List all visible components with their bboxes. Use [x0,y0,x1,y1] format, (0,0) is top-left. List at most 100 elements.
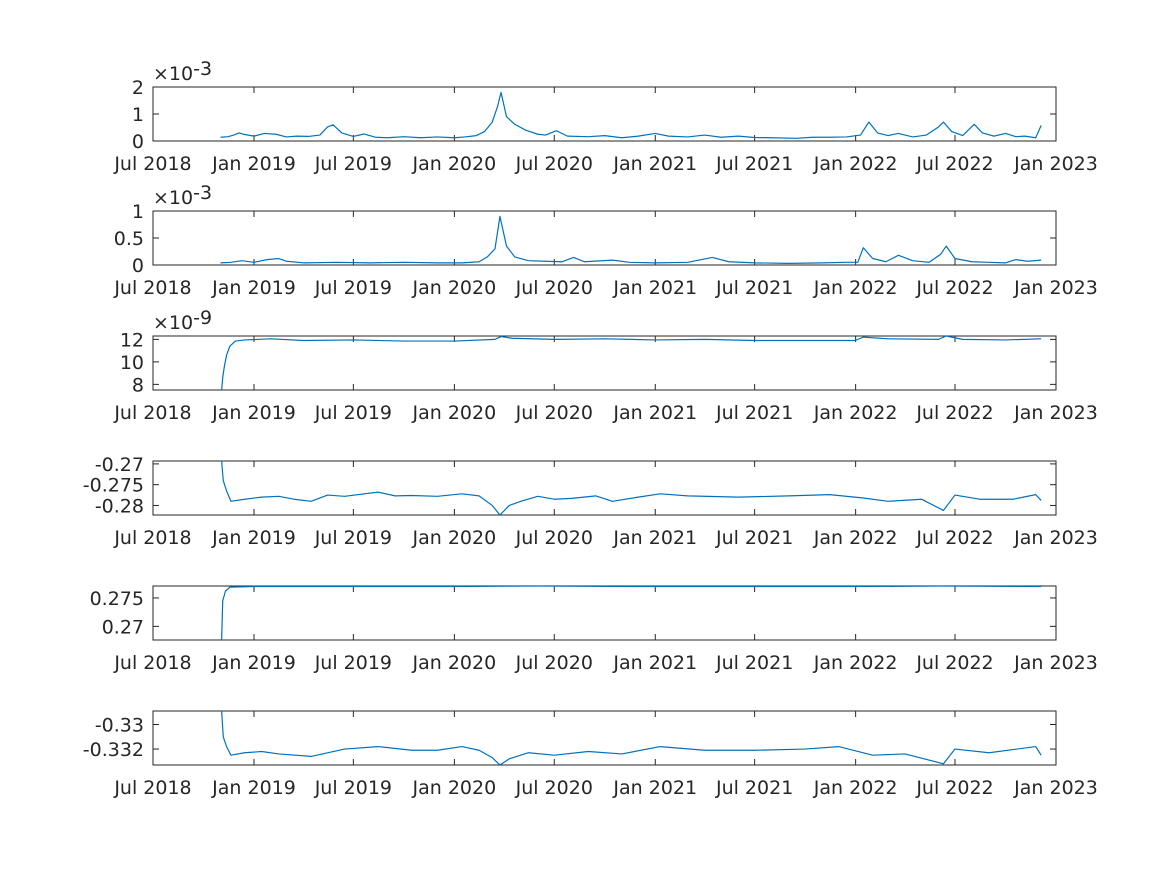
x-tick-label: Jan 2020 [412,402,497,424]
y-tick-label: 1 [132,104,144,126]
x-tick-label: Jul 2021 [715,277,793,299]
x-tick-label: Jan 2023 [1013,652,1098,674]
x-tick-label: Jan 2023 [1013,527,1098,549]
x-tick-label: Jan 2023 [1013,277,1098,299]
x-tick-label: Jul 2020 [515,777,593,799]
y-tick-label: 2 [132,77,144,99]
axes-box [152,710,1057,766]
x-tick-label: Jul 2020 [515,527,593,549]
x-tick-label: Jul 2021 [715,402,793,424]
subplot-1: Jul 2018 Jan 2019 Jul 2019 Jan 2020 Jul 2020… [113,58,1098,175]
x-tick-label: Jan 2021 [612,652,697,674]
x-tick-label: Jul 2019 [314,153,392,175]
y-tick-label: -0.28 [95,495,144,517]
y-exponent-label: ×10-9 [153,307,212,334]
subplot-2: Jul 2018 Jan 2019 Jul 2019 Jan 2020 Jul 2020… [113,182,1098,299]
x-tick-label: Jul 2022 [915,153,993,175]
y-tick-label: 0.27 [102,616,144,638]
x-tick-label: Jul 2018 [113,153,191,175]
x-tick-label: Jan 2020 [412,652,497,674]
series-line [220,91,1042,139]
axes-box [152,210,1057,266]
x-tick-label: Jan 2023 [1013,153,1098,175]
series-line [221,336,1042,390]
x-tick-label: Jan 2019 [211,652,296,674]
x-tick-label: Jul 2019 [314,652,392,674]
y-tick-label: -0.27 [95,454,144,476]
x-tick-label: Jan 2023 [1013,402,1098,424]
x-tick-label: Jul 2020 [515,652,593,674]
subplot-4: Jul 2018 Jan 2019 Jul 2019 Jan 2020 Jul 2020… [83,454,1098,549]
x-tick-label: Jan 2021 [612,777,697,799]
y-tick-label: -0.332 [83,739,144,761]
x-tick-label: Jul 2019 [314,527,392,549]
subplot-stack: Jul 2018 Jan 2019 Jul 2019 Jan 2020 Jul 2020… [83,58,1098,799]
x-tick-label: Jan 2019 [211,277,296,299]
axes-box [152,460,1057,516]
x-tick-label: Jan 2023 [1013,777,1098,799]
x-tick-label: Jul 2021 [715,777,793,799]
subplot-6: Jul 2018 Jan 2019 Jul 2019 Jan 2020 Jul 2020… [83,710,1098,799]
y-tick-label: 10 [120,352,144,374]
x-tick-label: Jan 2022 [813,527,898,549]
x-tick-label: Jul 2020 [515,402,593,424]
y-tick-label: 12 [120,329,144,351]
y-tick-label: 0.5 [114,228,144,250]
x-tick-label: Jan 2022 [813,777,898,799]
x-tick-label: Jan 2022 [813,402,898,424]
series-line [221,461,1042,515]
y-exponent-power: -3 [193,58,212,80]
x-tick-label: Jul 2019 [314,777,392,799]
x-tick-label: Jan 2019 [211,402,296,424]
series-line [221,586,1042,640]
x-tick-label: Jul 2019 [314,402,392,424]
x-tick-label: Jul 2020 [515,277,593,299]
x-tick-label: Jan 2021 [612,527,697,549]
x-tick-label: Jan 2022 [813,652,898,674]
x-tick-label: Jul 2018 [113,277,191,299]
x-tick-label: Jul 2019 [314,277,392,299]
x-tick-label: Jul 2018 [113,402,191,424]
axes-box [152,335,1057,391]
subplot-5: Jul 2018 Jan 2019 Jul 2019 Jan 2020 Jul 2020… [90,585,1098,674]
subplot-3: Jul 2018 Jan 2019 Jul 2019 Jan 2020 Jul 2020… [113,307,1098,424]
x-tick-label: Jul 2021 [715,527,793,549]
x-tick-label: Jan 2021 [612,402,697,424]
x-tick-label: Jan 2022 [813,153,898,175]
y-exponent-power: -9 [193,307,212,329]
x-tick-label: Jan 2019 [211,777,296,799]
x-tick-label: Jan 2022 [813,277,898,299]
x-tick-label: Jan 2019 [211,527,296,549]
axes-box [152,585,1057,641]
axes-box [152,86,1057,142]
series-line [221,711,1042,765]
y-tick-label: -0.33 [95,715,144,737]
y-exponent-power: -3 [193,182,212,204]
y-tick-label: 0 [132,131,144,153]
x-tick-label: Jul 2022 [915,402,993,424]
y-tick-label: 8 [132,374,144,396]
y-tick-label: 0 [132,255,144,277]
x-tick-label: Jul 2018 [113,527,191,549]
x-tick-label: Jan 2020 [412,277,497,299]
x-tick-label: Jul 2021 [715,153,793,175]
x-tick-label: Jan 2020 [412,777,497,799]
y-tick-label: 1 [132,201,144,223]
x-tick-label: Jul 2018 [113,652,191,674]
y-tick-label: -0.275 [83,475,144,497]
x-tick-label: Jan 2020 [412,153,497,175]
x-tick-label: Jul 2022 [915,527,993,549]
x-tick-label: Jan 2021 [612,277,697,299]
y-tick-label: 0.275 [90,588,144,610]
x-tick-label: Jul 2018 [113,777,191,799]
x-tick-label: Jan 2020 [412,527,497,549]
x-tick-label: Jul 2020 [515,153,593,175]
x-tick-label: Jul 2022 [915,777,993,799]
x-tick-label: Jul 2021 [715,652,793,674]
x-tick-label: Jan 2019 [211,153,296,175]
x-tick-label: Jul 2022 [915,277,993,299]
x-tick-label: Jul 2022 [915,652,993,674]
series-line [220,215,1042,264]
x-tick-label: Jan 2021 [612,153,697,175]
